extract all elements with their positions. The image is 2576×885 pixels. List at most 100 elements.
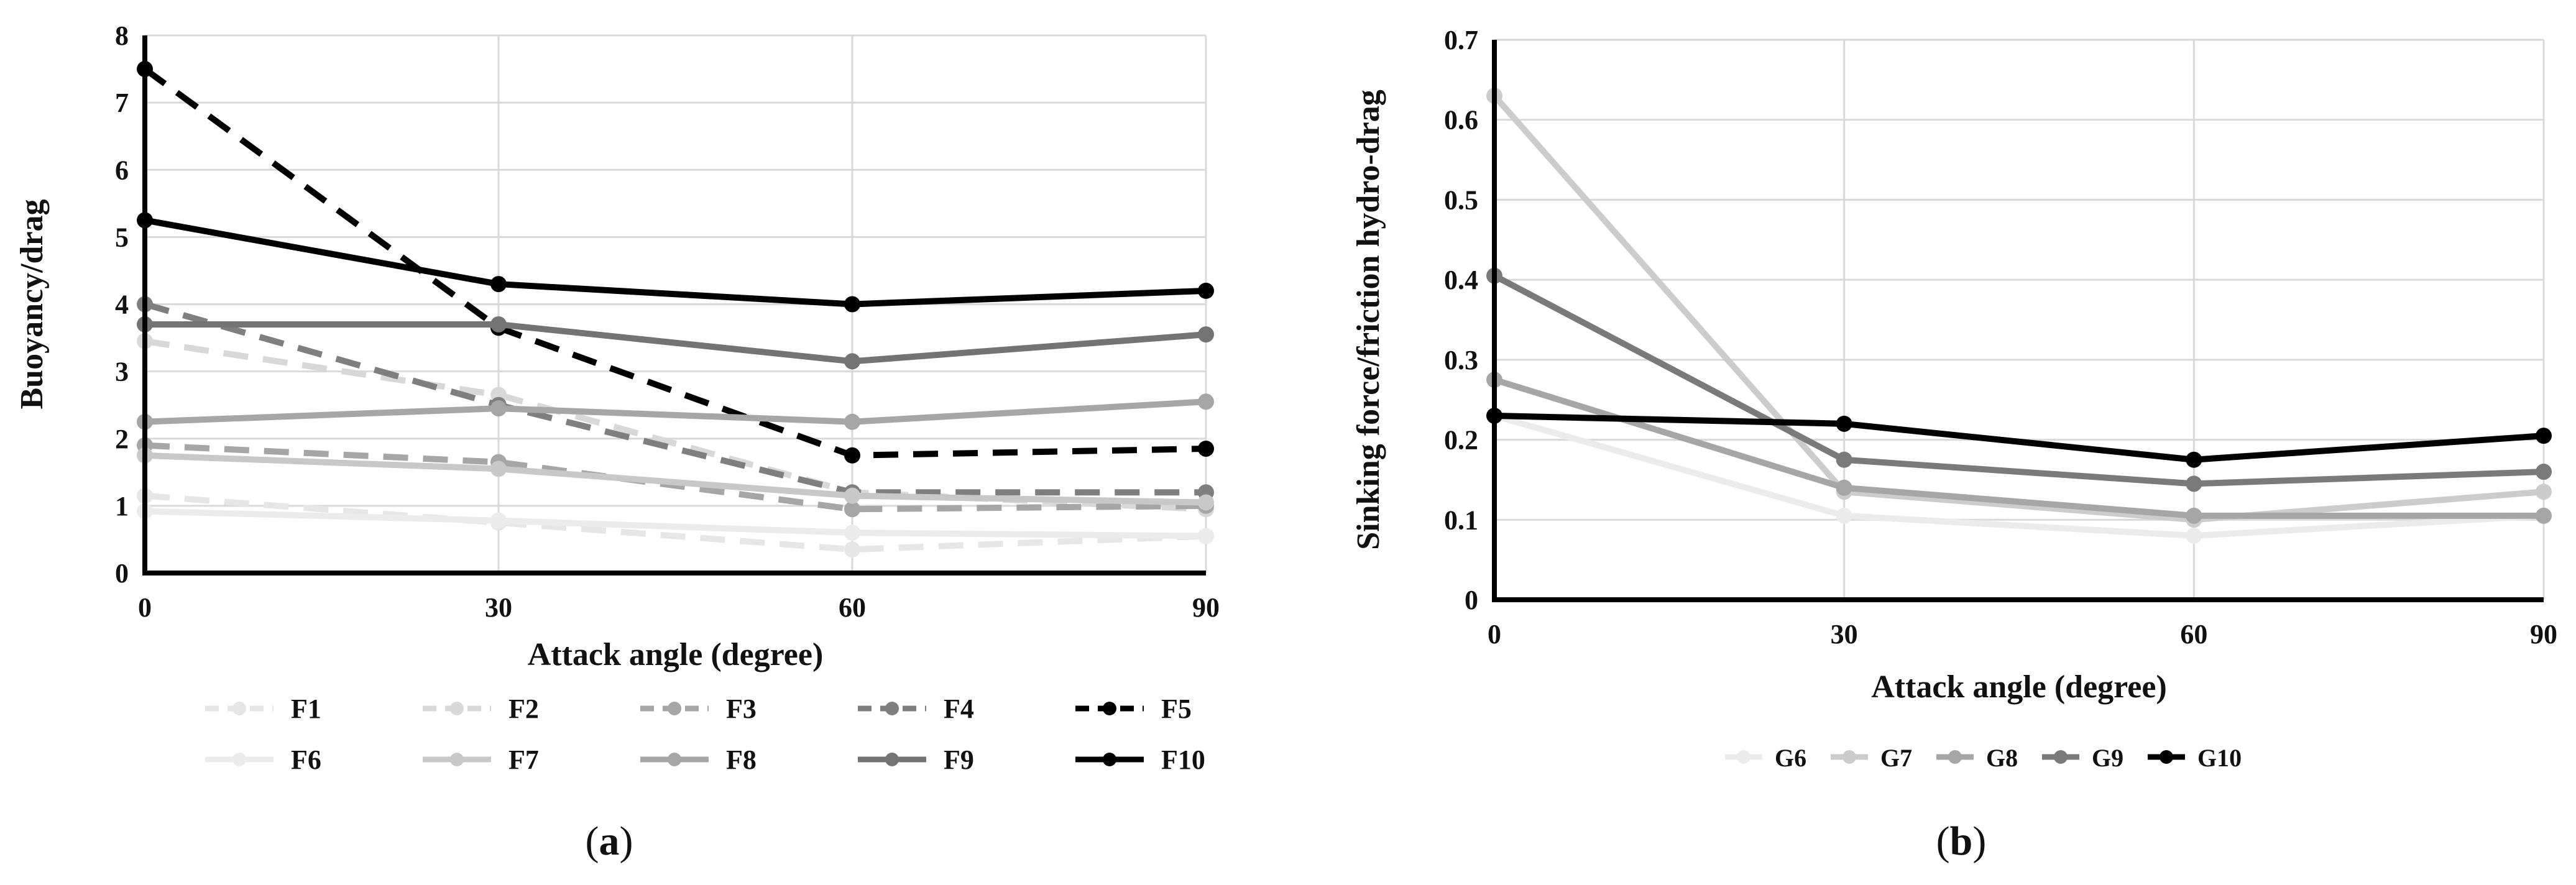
series-f6-point [844, 525, 860, 541]
series-f8-point [844, 413, 860, 430]
chart-b-y-tick-label: 0.7 [1444, 25, 1478, 55]
series-f7 [137, 447, 1214, 511]
series-f10-point [1198, 282, 1214, 299]
legend-marker [668, 753, 681, 766]
legend-label: G10 [2197, 744, 2242, 772]
legend-marker [2160, 750, 2173, 764]
series-f6-point [490, 512, 507, 529]
chart-b-subfigure-label: (b) [1936, 819, 1987, 864]
series-g8-point [1836, 479, 1852, 496]
legend-label: F5 [1161, 694, 1192, 724]
series-g7-line [1492, 93, 2544, 523]
legend-label: F9 [944, 745, 974, 775]
chart-a-y-tick-label: 8 [115, 21, 129, 51]
series-f3-point [844, 501, 860, 518]
legend-item-f1: F1 [205, 694, 321, 724]
chart-b-x-tick-label: 30 [1831, 619, 1858, 649]
chart-a-y-tick-label: 7 [115, 88, 129, 118]
chart-b-y-tick-label: 0 [1465, 585, 1478, 615]
legend-item-g10: G10 [2148, 744, 2242, 772]
legend-item-g7: G7 [1831, 744, 1912, 772]
series-f7-point [1198, 494, 1214, 511]
series-g6-point [1836, 507, 1852, 524]
legend-item-f9: F9 [858, 745, 974, 775]
series-f9-line [145, 321, 1207, 365]
legend-label: F10 [1161, 745, 1205, 775]
chart-b-y-tick-label: 0.6 [1444, 105, 1478, 135]
series-g10-point [2536, 428, 2552, 444]
legend-marker [1103, 753, 1116, 766]
series-g6-line [1493, 413, 2544, 539]
series-f2-line [144, 338, 1207, 513]
chart-b-x-tick-label: 0 [1488, 619, 1501, 649]
series-f8-point [490, 400, 507, 417]
chart-b-y-tick-label: 0.2 [1444, 425, 1478, 456]
chart-b-subfigure-close-paren: ) [1972, 819, 1986, 864]
series-f9-point [1198, 326, 1214, 343]
legend-item-f5: F5 [1075, 694, 1192, 724]
series-g10-point [1836, 415, 1852, 432]
chart-a-y-tick-label: 5 [115, 222, 129, 252]
legend-label: F7 [508, 745, 539, 775]
series-g9-point [1836, 451, 1852, 468]
chart-a-subfigure-open-paren: ( [586, 819, 599, 864]
series-f8 [137, 393, 1214, 430]
legend-marker [1103, 702, 1116, 715]
series-g10 [1486, 407, 2552, 468]
series-f6 [137, 503, 1214, 544]
legend-item-g6: G6 [1725, 744, 1806, 772]
chart-b-y-tick-label: 0.5 [1444, 185, 1478, 215]
chart-a-ticks: 0 1 2 3 4 5 6 7 8 0 30 60 90 [115, 21, 1220, 623]
chart-a-axes [142, 35, 1206, 575]
chart-a-legend: F1 F2 F3 F4 F5 F6 F7 F8 F9 F10 [205, 694, 1205, 775]
chart-b-x-tick-label: 90 [2530, 619, 2557, 649]
chart-a-y-axis-title: Buoyancy/drag [14, 199, 50, 409]
legend-label: F8 [726, 745, 757, 775]
series-g9-point [2536, 464, 2552, 480]
legend-label: G7 [1880, 744, 1912, 772]
series-f1-line [144, 492, 1207, 553]
chart-a: 0 1 2 3 4 5 6 7 8 0 30 60 90 Attack angle (degree) B… [14, 21, 1220, 864]
chart-a-grid [144, 34, 1207, 574]
legend-label: G9 [2092, 744, 2123, 772]
series-g8-point [2536, 507, 2552, 524]
series-f1-point [844, 541, 860, 558]
series-f8-line [144, 398, 1207, 425]
series-f3-line [144, 442, 1207, 513]
series-g8 [1486, 372, 2552, 524]
legend-marker [1737, 750, 1750, 764]
legend-marker [232, 702, 246, 715]
series-g8-line [1493, 377, 2544, 519]
chart-a-y-tick-label: 2 [115, 424, 129, 454]
series-g9 [1486, 267, 2552, 492]
series-g7-point [2536, 484, 2552, 500]
series-f5-line [143, 66, 1207, 459]
legend-item-g9: G9 [2042, 744, 2123, 772]
series-f5 [137, 61, 1214, 464]
legend-marker [1948, 750, 1962, 764]
chart-a-x-tick-label: 90 [1192, 592, 1220, 623]
series-f6-point [1198, 528, 1214, 544]
legend-marker [885, 753, 899, 766]
legend-item-f7: F7 [423, 745, 539, 775]
chart-b-y-tick-label: 0.4 [1444, 265, 1478, 295]
legend-marker [885, 702, 899, 715]
series-g10-point [2186, 451, 2202, 468]
series-f9 [137, 316, 1214, 370]
series-f5-point [844, 447, 860, 464]
legend-marker [450, 753, 464, 766]
chart-b-ticks: 0 0.1 0.2 0.3 0.4 0.5 0.6 0.7 0 30 60 90 [1444, 25, 2557, 649]
chart-a-x-tick-label: 60 [839, 592, 866, 623]
series-f4-line [144, 301, 1206, 496]
legend-item-f4: F4 [858, 694, 974, 724]
series-f9-point [490, 316, 507, 332]
series-g8-point [2186, 507, 2202, 524]
legend-label: G6 [1775, 744, 1806, 772]
series-f10-point [844, 296, 860, 313]
series-f6-line [144, 508, 1207, 539]
legend-marker [232, 753, 246, 766]
series-f8-point [1198, 393, 1214, 410]
legend-item-f10: F10 [1075, 745, 1205, 775]
chart-a-y-tick-label: 4 [115, 290, 129, 320]
